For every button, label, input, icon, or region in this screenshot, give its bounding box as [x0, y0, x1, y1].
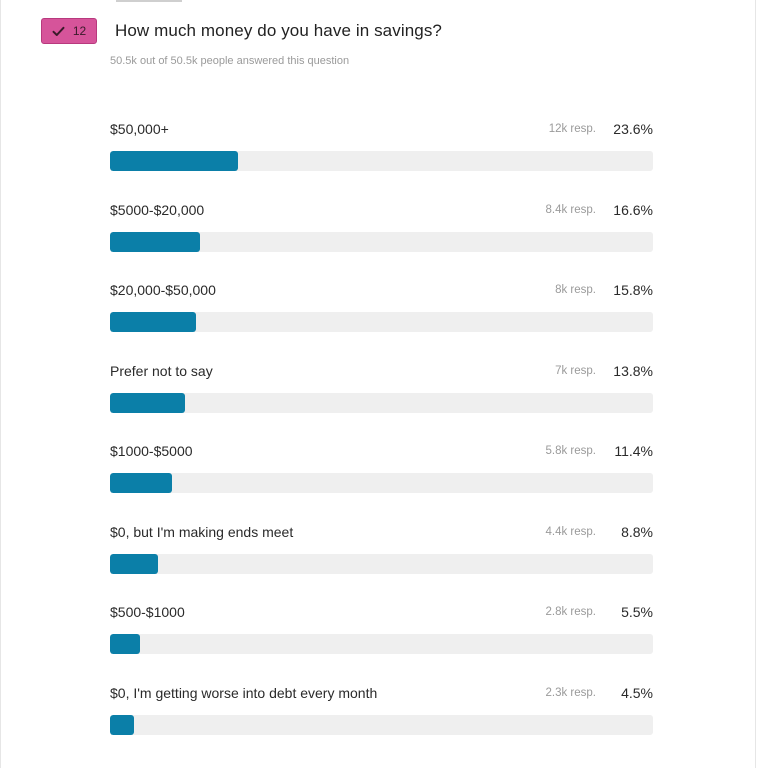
option-bar-fill	[110, 473, 172, 493]
option-percent: 15.8%	[613, 282, 653, 298]
option-bar-track	[110, 231, 653, 252]
option-percent: 4.5%	[621, 684, 653, 701]
answer-option: Prefer not to say 7k resp. 13.8%	[110, 360, 653, 441]
option-response-count: 5.8k resp.	[545, 445, 597, 457]
option-label: Prefer not to say	[110, 362, 213, 379]
option-label: $50,000+	[110, 121, 169, 137]
option-label: $20,000-$50,000	[110, 282, 216, 298]
answer-option: $1000-$5000 5.8k resp. 11.4%	[110, 440, 653, 521]
option-bar-track	[110, 714, 653, 735]
answer-option: $5000-$20,000 8.4k resp. 16.6%	[110, 199, 653, 280]
option-bar-fill	[110, 151, 239, 171]
option-label: $1000-$5000	[110, 443, 193, 459]
option-response-count: 8k resp.	[555, 284, 596, 296]
option-bar-fill	[110, 392, 185, 413]
option-response-count: 7k resp.	[555, 364, 596, 377]
option-percent: 8.8%	[621, 523, 653, 540]
option-percent: 5.5%	[621, 604, 653, 620]
option-bar-track	[110, 151, 653, 171]
answered-badge[interactable]: 12	[41, 18, 97, 44]
option-percent: 23.6%	[613, 121, 653, 137]
option-bar-track	[110, 392, 653, 413]
option-percent: 13.8%	[613, 362, 653, 379]
checkmark-icon	[52, 26, 65, 37]
option-percent: 11.4%	[614, 443, 653, 459]
option-response-count: 4.4k resp.	[545, 525, 597, 538]
option-label: $500-$1000	[110, 604, 185, 620]
answer-option: $0, I'm getting worse into debt every mo…	[110, 682, 653, 763]
answer-option: $20,000-$50,000 8k resp. 15.8%	[110, 279, 653, 360]
answer-option: $50,000+ 12k resp. 23.6%	[110, 118, 653, 199]
question-header: 12 How much money do you have in savings…	[41, 17, 442, 45]
option-bar-fill	[110, 312, 196, 332]
option-response-count: 8.4k resp.	[545, 203, 597, 216]
option-bar-track	[110, 634, 653, 654]
top-tab-indicator	[116, 0, 182, 2]
answer-option: $500-$1000 2.8k resp. 5.5%	[110, 601, 653, 682]
option-bar-fill	[110, 634, 140, 654]
option-bar-fill	[110, 714, 135, 735]
answered-count-text: 50.5k out of 50.5k people answered this …	[110, 55, 350, 67]
badge-count: 12	[72, 24, 87, 38]
option-response-count: 12k resp.	[548, 123, 596, 135]
option-label: $5000-$20,000	[110, 201, 205, 218]
option-bar-track	[110, 553, 653, 574]
option-percent: 16.6%	[613, 201, 653, 218]
option-bar-fill	[110, 553, 158, 574]
question-title: How much money do you have in savings?	[115, 21, 442, 40]
option-bar-fill	[110, 231, 201, 252]
option-response-count: 2.3k resp.	[545, 686, 597, 699]
option-label: $0, but I'm making ends meet	[110, 523, 294, 540]
option-label: $0, I'm getting worse into debt every mo…	[110, 684, 378, 701]
answer-option: $0, but I'm making ends meet 4.4k resp. …	[110, 521, 653, 602]
option-bar-track	[110, 473, 653, 493]
option-bar-track	[110, 312, 653, 332]
option-response-count: 2.8k resp.	[545, 606, 597, 618]
answer-options-list: $50,000+ 12k resp. 23.6% $5000-$20,000 8…	[110, 118, 653, 762]
